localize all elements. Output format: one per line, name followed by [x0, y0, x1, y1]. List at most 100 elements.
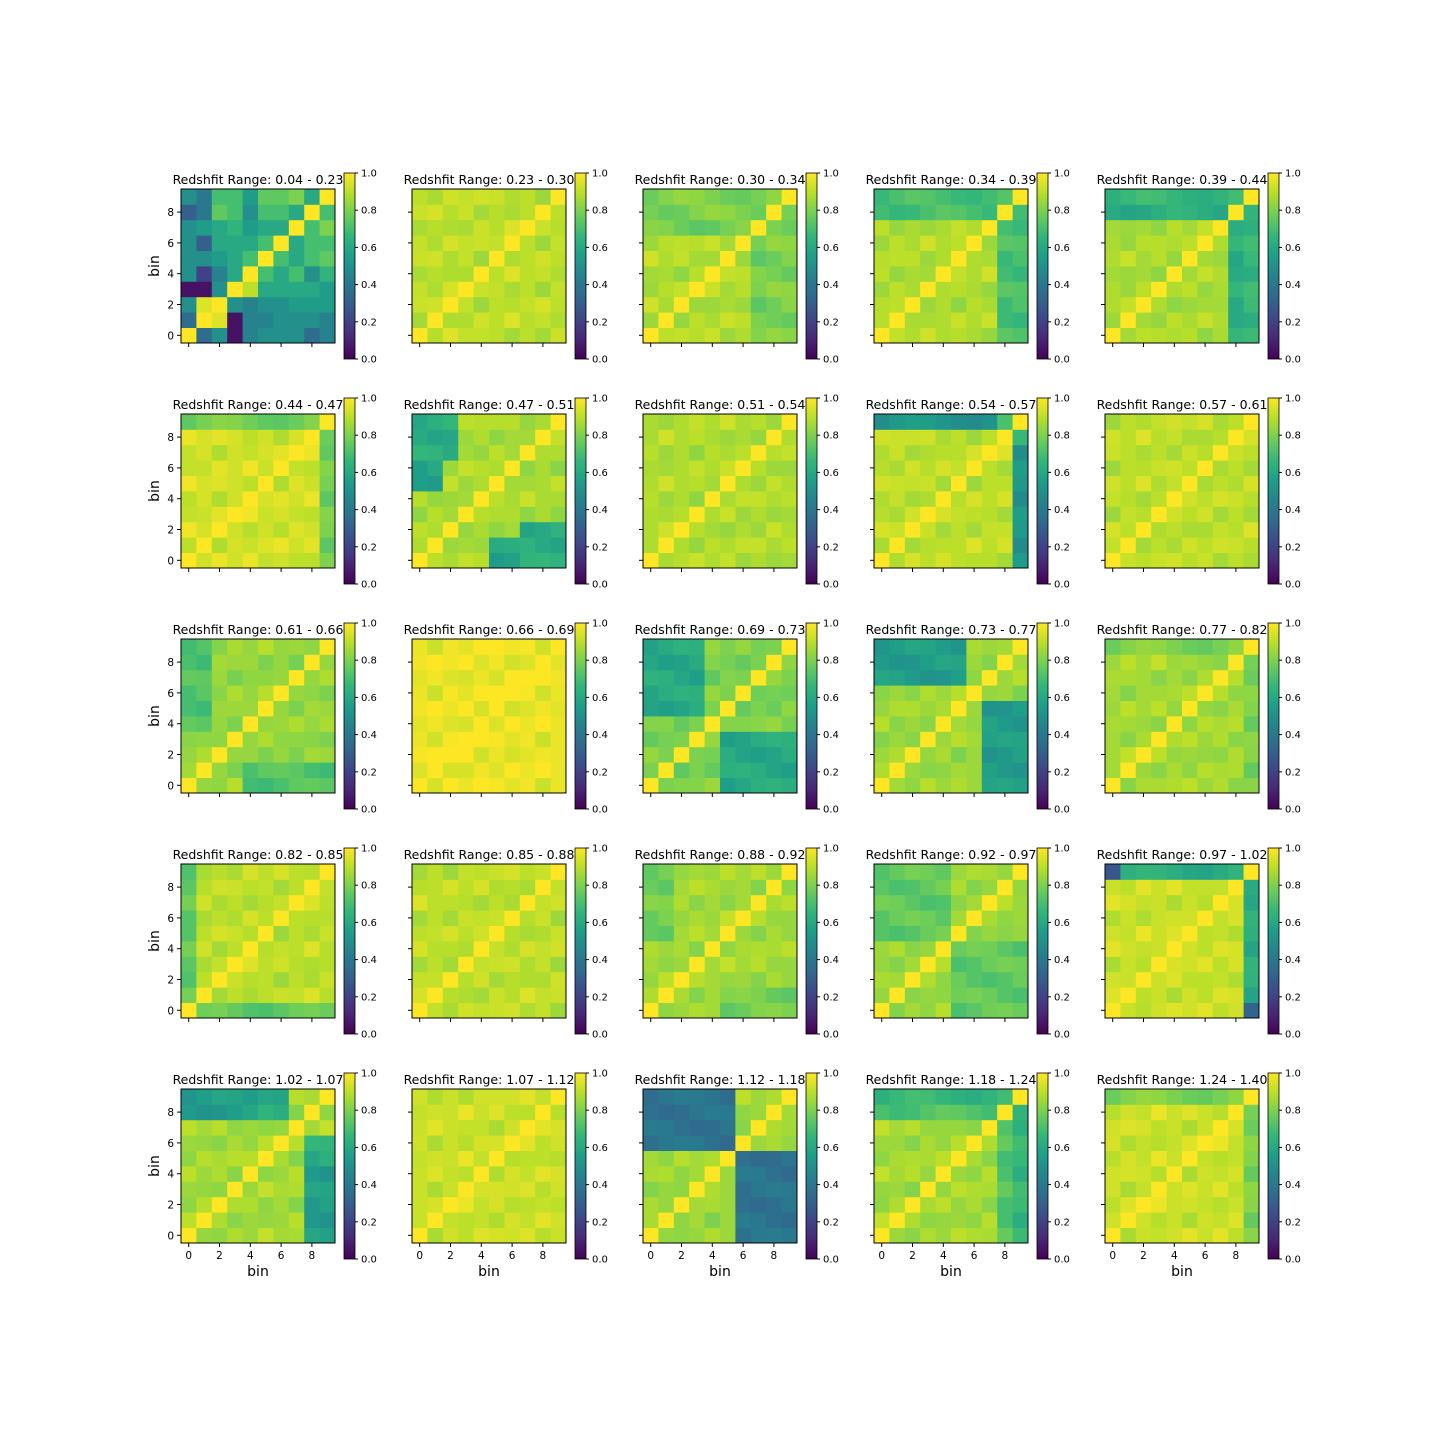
heatmap-cell — [766, 250, 782, 267]
heatmap-cell — [227, 1212, 243, 1228]
heatmap-cell — [288, 716, 305, 732]
heatmap-cell — [643, 879, 659, 896]
heatmap-cell — [889, 894, 906, 911]
heatmap-cell — [766, 894, 782, 911]
colorbar-tick-label: 0.4 — [361, 730, 377, 741]
heatmap-cell — [519, 894, 536, 911]
heatmap-cell — [673, 639, 690, 655]
heatmap-cell — [1212, 235, 1229, 251]
heatmap-cell — [1166, 1227, 1183, 1244]
heatmap-cell — [442, 910, 459, 926]
heatmap-cell — [766, 1135, 782, 1151]
heatmap-cell — [643, 762, 659, 778]
heatmap-cell — [304, 669, 320, 686]
heatmap-cell — [951, 414, 967, 430]
heatmap-cell — [1166, 312, 1183, 328]
heatmap-cell — [242, 639, 259, 655]
heatmap-cell — [673, 1089, 690, 1105]
heatmap-cell — [1182, 731, 1198, 748]
heatmap-cell — [458, 941, 474, 957]
heatmap-cell — [427, 1212, 444, 1228]
heatmap-cell — [273, 521, 290, 538]
heatmap-cell — [304, 894, 320, 911]
heatmap-cell — [211, 1227, 228, 1244]
heatmap-cell — [889, 444, 906, 461]
heatmap-cell — [997, 1002, 1013, 1019]
heatmap-cell — [535, 639, 551, 655]
heatmap-cell — [997, 491, 1013, 507]
heatmap-cell — [211, 1135, 228, 1151]
colorbar-tick-label: 0.8 — [592, 206, 608, 217]
heatmap-cell — [504, 189, 521, 205]
heatmap-cell — [473, 296, 490, 313]
heatmap-cell — [1135, 941, 1152, 957]
heatmap-cell — [504, 879, 521, 896]
heatmap-cell — [442, 475, 459, 492]
heatmap-cell — [211, 235, 228, 251]
heatmap-cell — [904, 971, 921, 988]
heatmap-cell — [935, 189, 952, 205]
heatmap-cell — [504, 746, 521, 763]
heatmap-cell — [319, 1119, 336, 1136]
heatmap-cell — [720, 327, 736, 344]
heatmap-cell — [1228, 296, 1244, 313]
heatmap-cell — [304, 1227, 320, 1244]
x-tick-label: 4 — [1171, 1250, 1178, 1262]
heatmap-cell — [981, 414, 998, 430]
heatmap-cell — [704, 746, 721, 763]
heatmap-cell — [1212, 941, 1229, 957]
heatmap-cell — [781, 1166, 798, 1182]
heatmap-cell — [735, 777, 752, 794]
heatmap-cell — [442, 716, 459, 732]
heatmap-cell — [1012, 204, 1029, 221]
heatmap-cell — [673, 700, 690, 717]
heatmap-cell — [519, 204, 536, 221]
heatmap-cell — [766, 731, 782, 748]
heatmap-cell — [766, 654, 782, 671]
heatmap-cell — [1166, 189, 1183, 205]
heatmap-cell — [427, 444, 444, 461]
heatmap-cell — [766, 1089, 782, 1105]
heatmap-cell — [904, 491, 921, 507]
heatmap-cell — [735, 956, 752, 973]
heatmap-cell — [658, 685, 675, 701]
heatmap-cell — [473, 925, 490, 942]
heatmap-cell — [1243, 1212, 1260, 1228]
heatmap-cell — [519, 1227, 536, 1244]
colorbar-tick-label: 0.4 — [1285, 280, 1301, 291]
heatmap-cell — [227, 1002, 243, 1019]
heatmap-cell — [643, 777, 659, 794]
colorbar-tick-label: 0.0 — [823, 580, 839, 591]
heatmap-cell — [519, 1104, 536, 1121]
heatmap-cell — [442, 777, 459, 794]
heatmap-cell — [966, 429, 983, 446]
colorbar-tick-label: 0.8 — [1054, 1106, 1070, 1117]
heatmap-cell — [704, 864, 721, 880]
heatmap-cell — [951, 894, 967, 911]
heatmap-cell — [643, 731, 659, 748]
heatmap-cell — [504, 1196, 521, 1213]
heatmap-cell — [935, 250, 952, 267]
heatmap-cell — [458, 312, 474, 328]
heatmap-cell — [966, 864, 983, 880]
heatmap-cell — [242, 762, 259, 778]
heatmap-cell — [181, 894, 197, 911]
heatmap-cell — [766, 746, 782, 763]
heatmap-cell — [1212, 1135, 1229, 1151]
heatmap-cell — [1120, 731, 1137, 748]
heatmap-cell — [874, 654, 890, 671]
heatmap-cell — [766, 281, 782, 298]
heatmap-cell — [720, 1002, 736, 1019]
heatmap-cell — [981, 941, 998, 957]
heatmap-cell — [489, 429, 505, 446]
heatmap-cell — [720, 956, 736, 973]
heatmap-cell — [242, 312, 259, 328]
heatmap-cell — [1166, 1135, 1183, 1151]
plot-frame — [873, 188, 1029, 344]
heatmap-cell — [720, 460, 736, 476]
heatmap-cell — [750, 1196, 767, 1213]
heatmap-cell — [1105, 746, 1121, 763]
heatmap-cell — [689, 894, 705, 911]
heatmap-cell — [519, 521, 536, 538]
heatmap-cell — [304, 1104, 320, 1121]
